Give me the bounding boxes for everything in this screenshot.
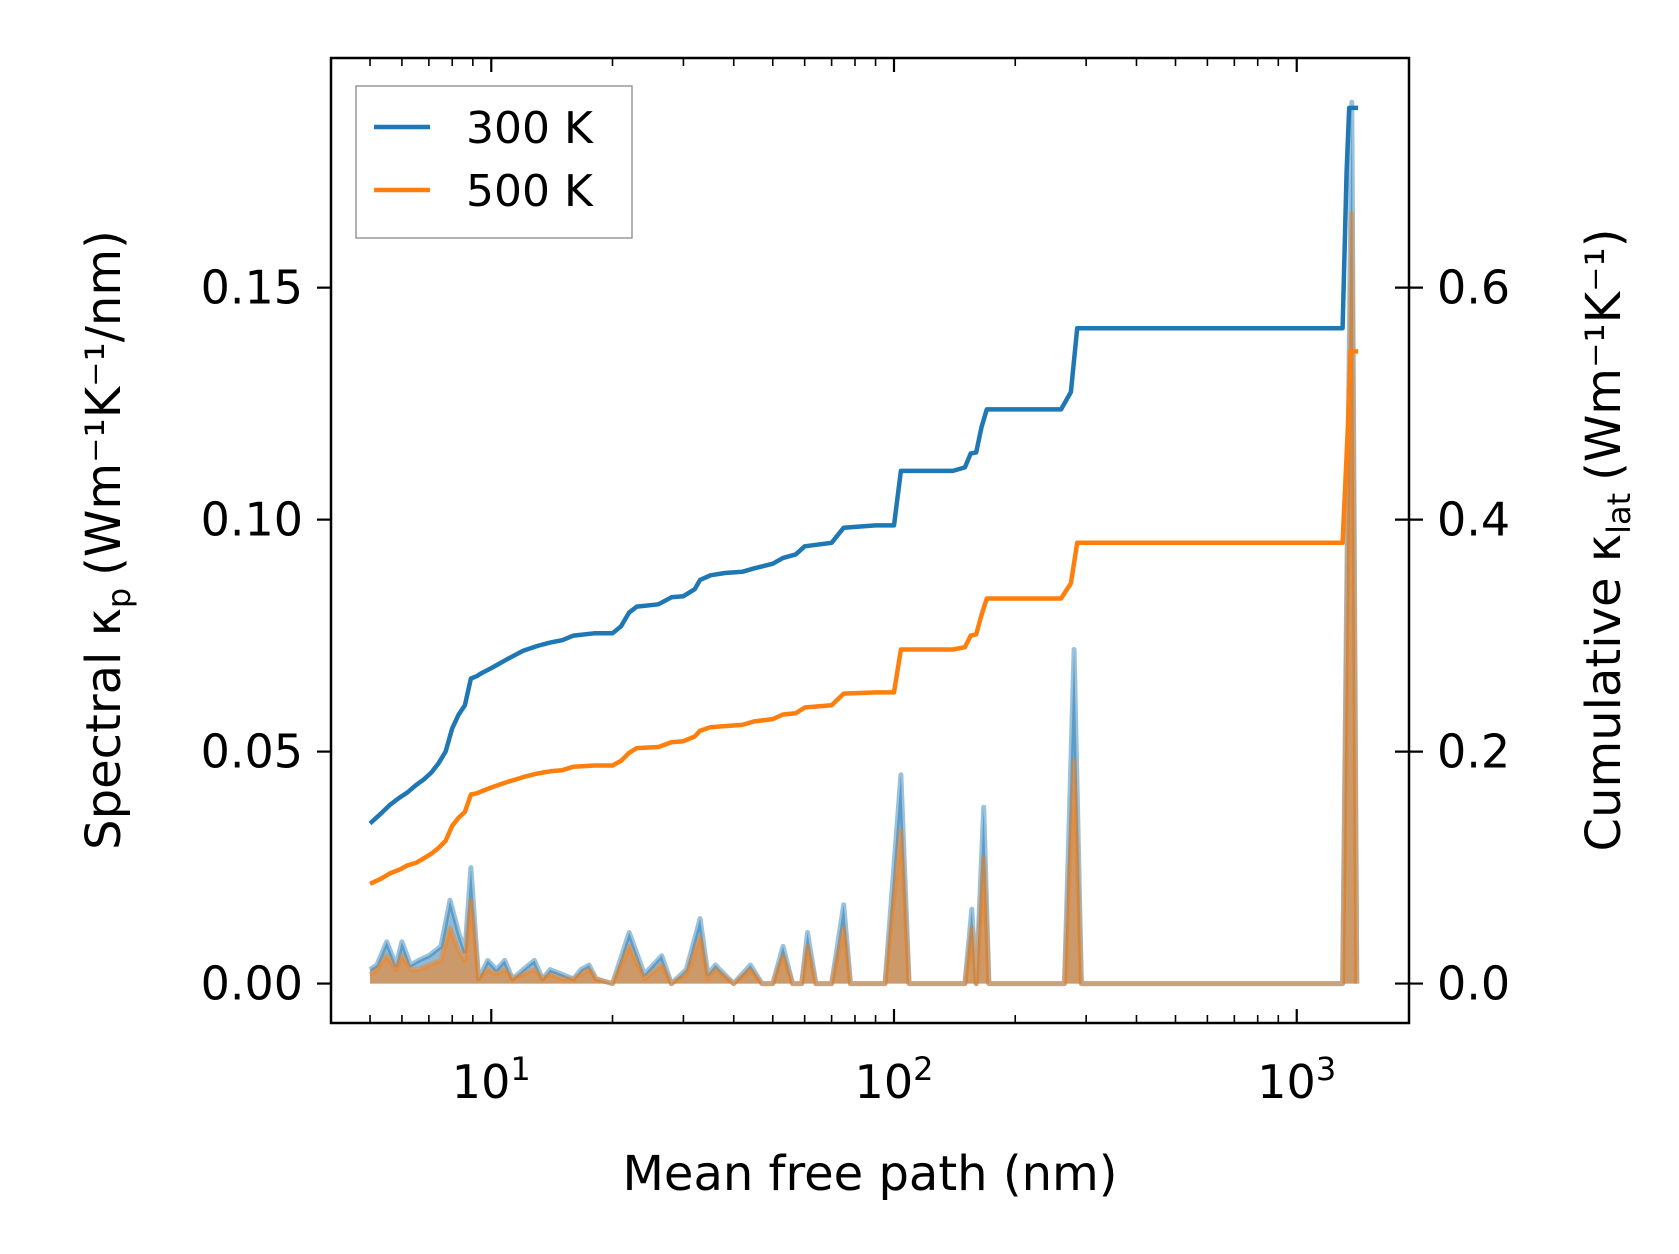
y-axis-right-title: Cumulative κlat (Wm⁻¹K⁻¹) xyxy=(1576,229,1638,852)
x-tick-label: 102 xyxy=(855,1050,934,1109)
plot-area xyxy=(368,99,1360,987)
y-left-tick-label: 0.10 xyxy=(201,493,303,547)
legend-box xyxy=(355,85,633,239)
x-tick-label: 103 xyxy=(1257,1050,1336,1109)
spectral-line-300k xyxy=(368,99,1360,987)
y-right-title-main: Cumulative κ xyxy=(1576,534,1632,852)
legend-label-500k: 500 K xyxy=(466,166,594,217)
y-axis-left-title: Spectral κp (Wm⁻¹K⁻¹/nm) xyxy=(76,230,138,850)
cumulative-line-500k xyxy=(369,349,1359,886)
y-left-title-unit: (Wm⁻¹K⁻¹/nm) xyxy=(76,230,132,576)
legend-label-300k: 300 K xyxy=(466,103,594,154)
legend: 300 K 500 K xyxy=(355,85,633,239)
x-tick-label: 101 xyxy=(452,1050,531,1109)
y-right-title-unit: (Wm⁻¹K⁻¹) xyxy=(1576,229,1632,481)
y-left-tick-label: 0.15 xyxy=(201,261,303,315)
y-left-title-sub: p xyxy=(100,588,138,608)
y-left-tick-label: 0.05 xyxy=(201,725,303,779)
y-left-tick-label: 0.00 xyxy=(201,957,303,1011)
y-right-tick-label: 0.2 xyxy=(1437,725,1510,779)
plot-frame xyxy=(329,56,1411,1025)
y-right-tick-label: 0.4 xyxy=(1437,493,1510,547)
y-right-title-sub: lat xyxy=(1600,493,1638,534)
y-right-tick-label: 0.6 xyxy=(1437,261,1510,315)
spectral-line-500k xyxy=(368,210,1360,987)
x-axis-title: Mean free path (nm) xyxy=(623,1146,1118,1202)
y-right-tick-label: 0.0 xyxy=(1437,957,1510,1011)
cumulative-line-300k xyxy=(368,105,1359,826)
y-left-title-main: Spectral κ xyxy=(76,608,132,850)
